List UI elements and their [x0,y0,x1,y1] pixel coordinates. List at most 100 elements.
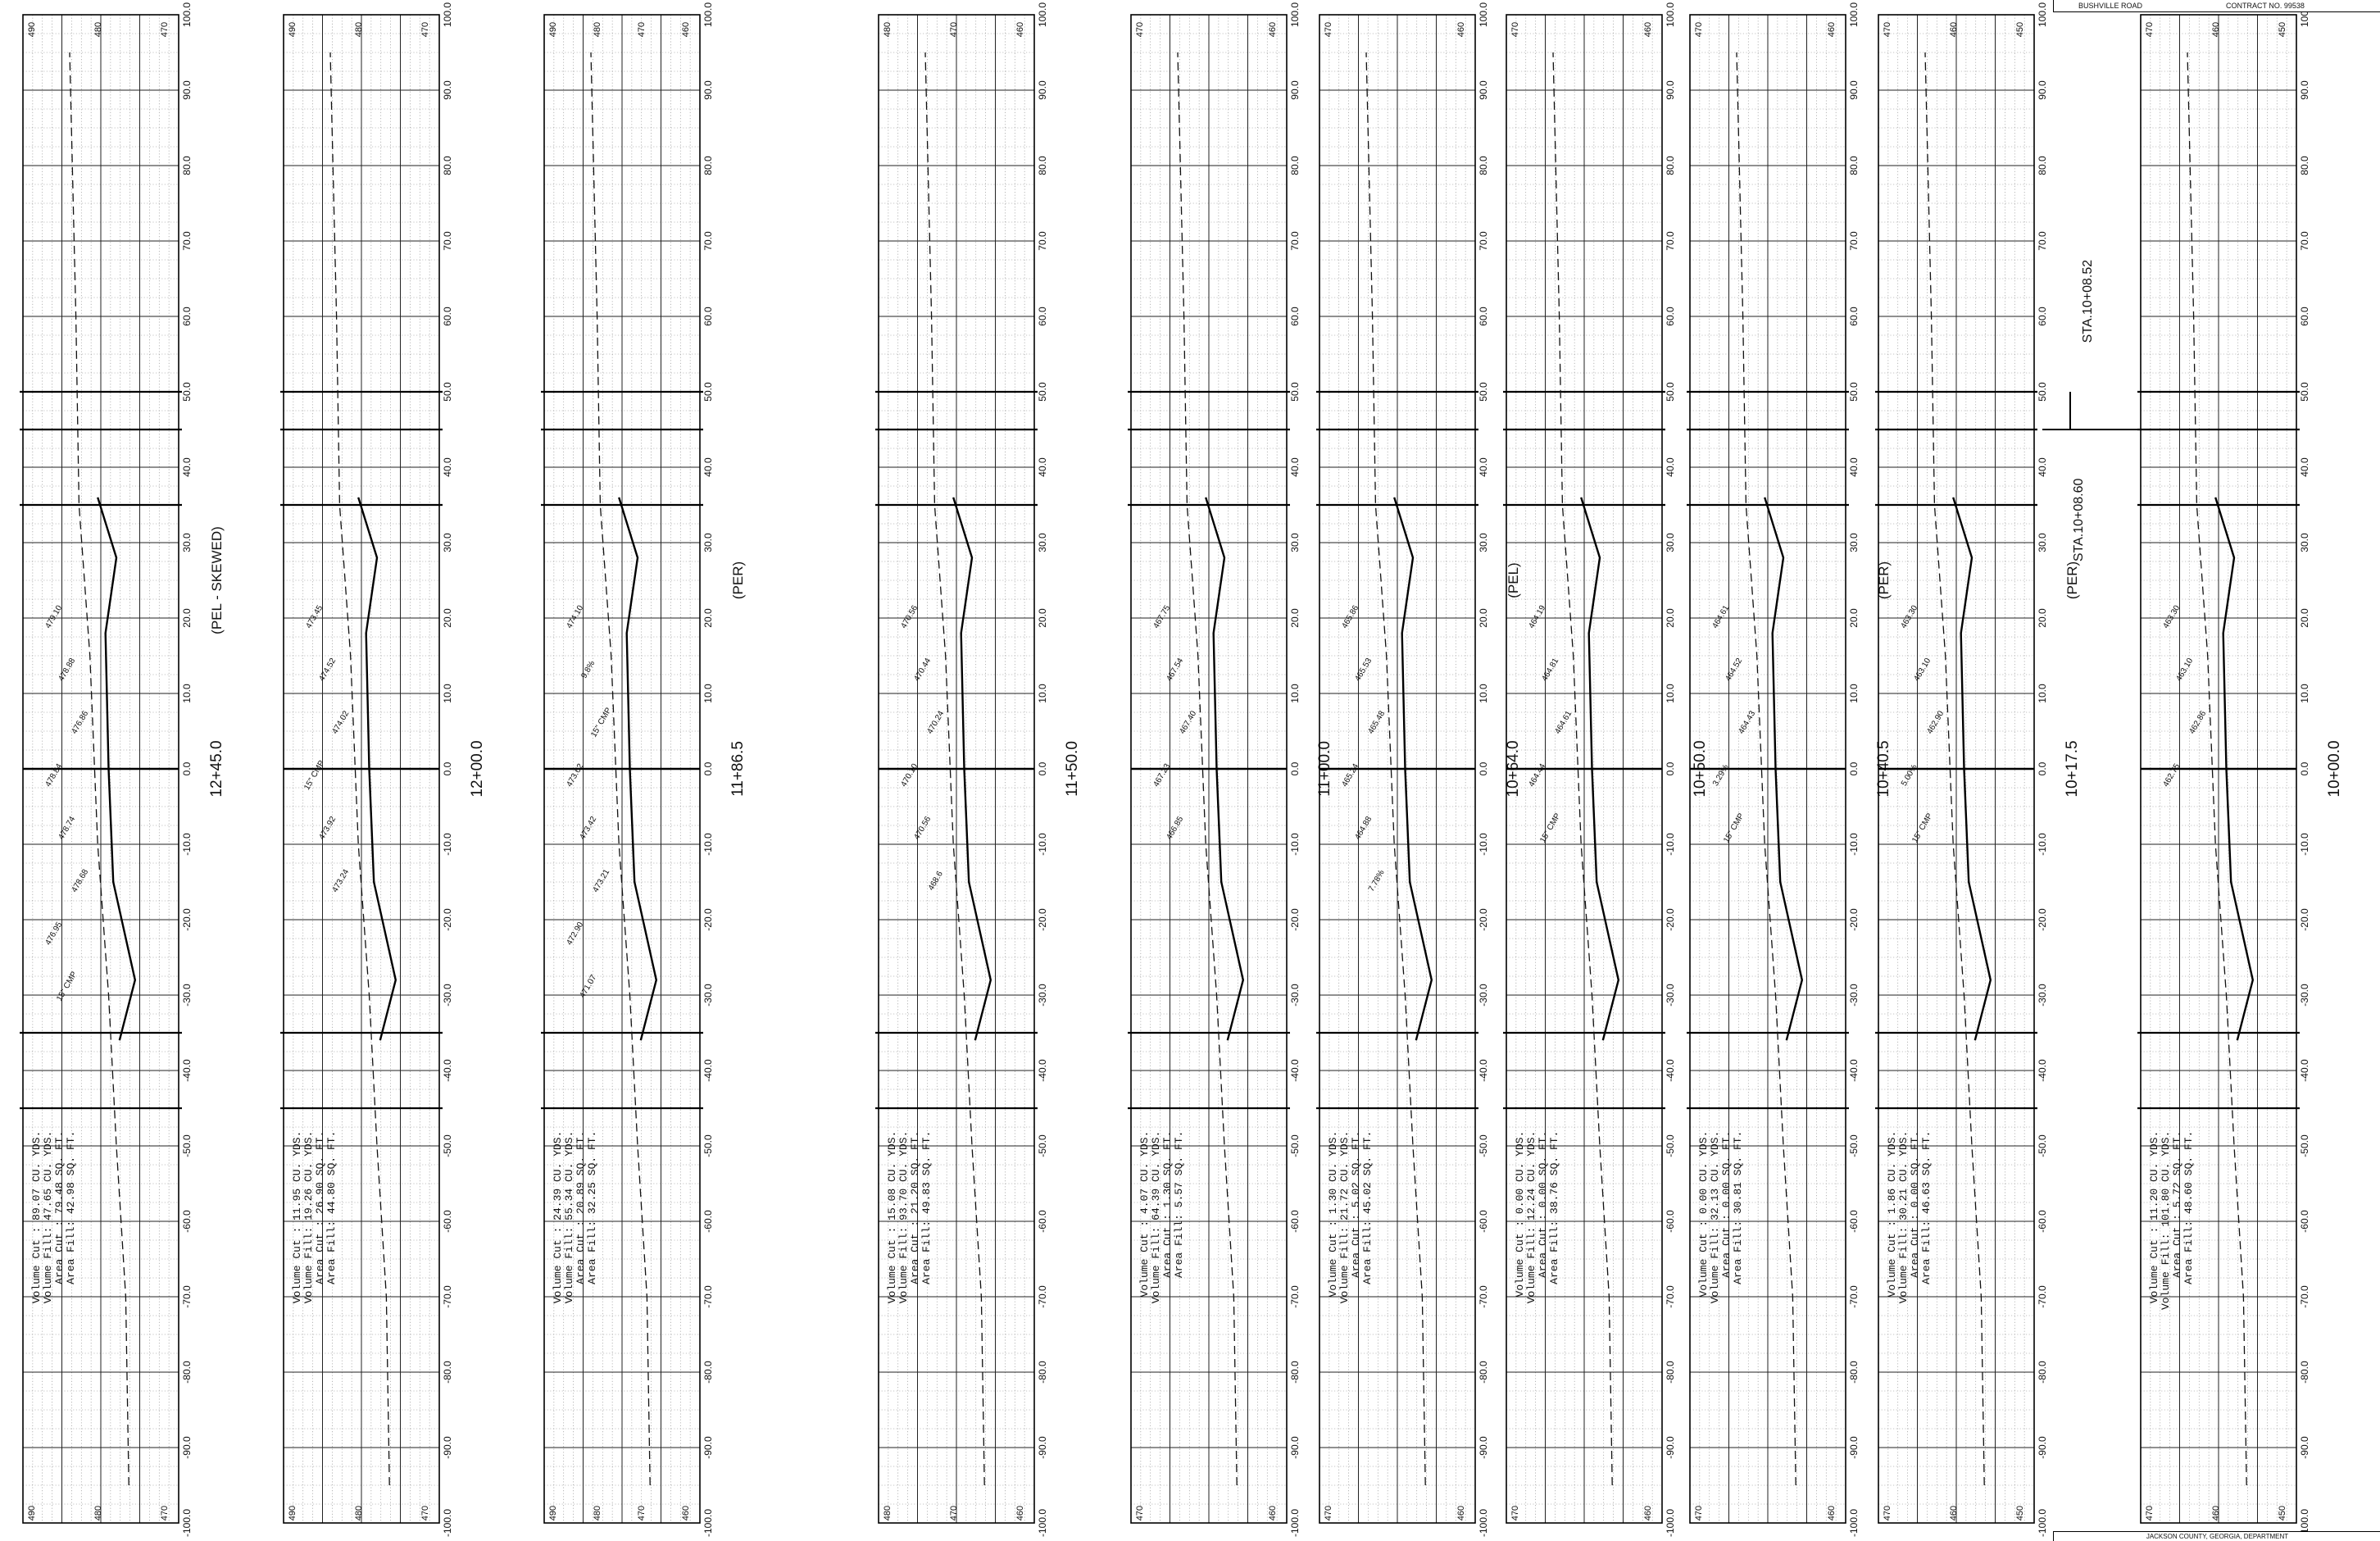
elevation-label-top: 490 [27,22,37,37]
offset-scale-label: 80.0 [1848,156,1860,175]
area-cut-note: Area Cut : 5.02 SQ. FT. [1350,1131,1362,1278]
offset-scale-label: 50.0 [702,382,714,402]
offset-scale-label: -30.0 [442,984,453,1007]
offset-scale-label: 60.0 [181,307,193,326]
elevation-label-bottom: 490 [548,1506,558,1521]
offset-scale-label: -50.0 [1665,1134,1676,1157]
offset-scale-label: -10.0 [181,833,193,856]
offset-scale-label: 20.0 [181,608,193,628]
offset-scale-label: -90.0 [181,1436,193,1459]
offset-scale-label: 50.0 [1478,382,1489,402]
offset-scale-label: -10.0 [442,833,453,856]
cross-section-10405: 100.0 90.0 80.0 70.0 60.0 50.0 40.0 30.0 20.0 10.… [1687,2,1892,1537]
elevation-label-bottom: 470 [420,1506,430,1521]
offset-scale-label: 10.0 [702,684,714,703]
offset-scale-label: -50.0 [2299,1134,2310,1157]
offset-scale-label: -30.0 [1289,984,1301,1007]
offset-scale-label: 30.0 [702,533,714,552]
volume-fill-note: Volume Fill: 19.26 CU. YDS. [302,1131,315,1304]
cross-section-11000: 100.0 90.0 80.0 70.0 60.0 50.0 40.0 30.0 20.0 10.… [1128,2,1333,1537]
contract-number: CONTRACT NO. 99538 [2226,2,2305,10]
offset-scale-label: 100.0 [2037,2,2048,27]
offset-scale-label: -20.0 [1478,908,1489,931]
offset-scale-label: 80.0 [1289,156,1301,175]
existing-ground-line [1924,52,1985,1486]
offset-scale-label: 30.0 [1478,533,1489,552]
area-fill-note: Area Fill: 46.63 SQ. FT. [1920,1131,1933,1284]
offset-scale-label: 20.0 [1665,608,1676,628]
offset-scale-label: 30.0 [1665,533,1676,552]
elevation-label-bottom: 470 [1324,1506,1333,1521]
offset-scale-label: 80.0 [442,156,453,175]
offset-scale-label: -40.0 [2299,1059,2310,1082]
offset-scale-label: -100.0 [1665,1509,1676,1537]
volume-cut-note: Volume Cut : 11.95 CU. YDS. [291,1131,303,1304]
offset-scale-label: -70.0 [181,1285,193,1308]
volume-cut-note: Volume Cut : 0.00 CU. YDS. [1514,1131,1526,1298]
offset-scale-label: 0.0 [442,761,453,775]
offset-scale-label: -10.0 [1848,833,1860,856]
offset-scale-label: 100.0 [1289,2,1301,27]
offset-scale-label: -50.0 [1037,1134,1048,1157]
elevation-label-top: 490 [288,22,298,37]
offset-scale-label: 70.0 [1665,231,1676,251]
elevation-label-top: 490 [548,22,558,37]
station-note: (PEL) [1506,562,1521,598]
area-cut-note: Area Cut : 21.20 SQ. FT. [909,1131,921,1284]
offset-scale-label: -10.0 [1037,833,1048,856]
elevation-label-bottom: 470 [160,1506,170,1521]
elevation-label-bottom: 460 [1015,1506,1025,1521]
elevation-label-top: 470 [1510,22,1520,37]
existing-ground-line [1736,52,1796,1486]
offset-scale-label: -30.0 [181,984,193,1007]
offset-scale-label: 20.0 [702,608,714,628]
offset-scale-label: -100.0 [1848,1509,1860,1537]
station-note: (PER) [1876,561,1892,599]
offset-scale-label: 10.0 [2299,684,2310,703]
area-fill-note: Area Fill: 30.81 SQ. FT. [1732,1131,1744,1284]
station-note: (PER) [730,561,746,599]
offset-scale-label: -90.0 [1478,1436,1489,1459]
offset-scale-label: -90.0 [1289,1436,1301,1459]
elevation-label-top: 460 [1456,22,1466,37]
station-label: 10+00.0 [2326,740,2343,797]
offset-scale-label: -70.0 [1848,1285,1860,1308]
elevation-label-bottom: 460 [1268,1506,1278,1521]
elevation-label-top: 450 [2015,22,2025,37]
offset-scale-label: -50.0 [442,1134,453,1157]
area-cut-note: Area Cut : 5.72 SQ. FT. [2171,1131,2183,1278]
offset-scale-label: 30.0 [1848,533,1860,552]
offset-scale-label: -60.0 [2037,1210,2048,1233]
offset-scale-label: 0.0 [1665,761,1676,775]
elevation-label-bottom: 460 [2211,1506,2221,1521]
offset-scale-label: 0.0 [2037,761,2048,775]
offset-scale-label: 80.0 [181,156,193,175]
elevation-label-top: 480 [354,22,364,37]
offset-scale-label: 70.0 [2299,231,2310,251]
elevation-label-bottom: 490 [288,1506,298,1521]
offset-scale-label: -100.0 [181,1509,193,1537]
offset-scale-label: 0.0 [1848,761,1860,775]
area-fill-note: Area Fill: 38.76 SQ. FT. [1548,1131,1560,1284]
offset-scale-label: 90.0 [2299,80,2310,100]
offset-scale-label: 50.0 [181,382,193,402]
offset-scale-label: -80.0 [1478,1361,1489,1384]
elevation-label-bottom: 480 [93,1506,103,1521]
offset-scale-label: -10.0 [1289,833,1301,856]
elevation-label-top: 470 [1135,22,1145,37]
elevation-label-top: 470 [2145,22,2155,37]
elevation-label-bottom: 460 [1827,1506,1837,1521]
offset-scale-label: 60.0 [1289,307,1301,326]
volume-cut-note: Volume Cut : 1.86 CU. YDS. [1886,1131,1898,1298]
offset-scale-label: 60.0 [1848,307,1860,326]
volume-fill-note: Volume Fill: 32.13 CU. YDS. [1709,1131,1721,1304]
offset-scale-label: -80.0 [1665,1361,1676,1384]
offset-scale-label: 100.0 [442,2,453,27]
offset-scale-label: -10.0 [1478,833,1489,856]
offset-scale-label: -10.0 [2037,833,2048,856]
station-marker-lower: STA.10+08.60 [2072,479,2086,562]
offset-scale-label: 40.0 [2299,457,2310,477]
proposed-template-line [1580,497,1620,1041]
offset-scale-label: 40.0 [1037,457,1048,477]
elevation-label-bottom: 460 [681,1506,691,1521]
